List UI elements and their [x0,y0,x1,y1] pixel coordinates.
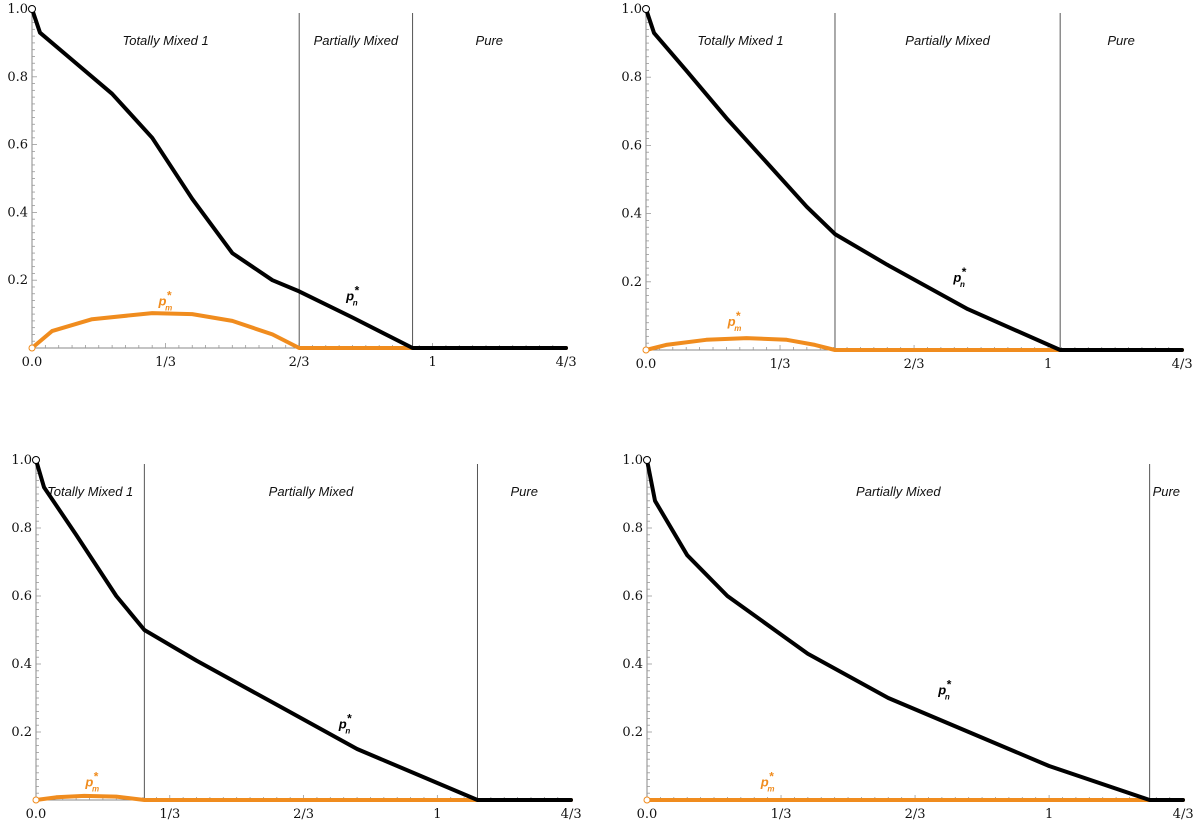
x-tick-label: 1 [428,355,436,370]
x-tick-label: 1/3 [771,807,792,822]
x-tick-label: 0.0 [26,807,47,822]
series-label: p* m [84,769,99,793]
series-label: p* m [727,309,742,333]
x-tick-label: 4/3 [561,807,582,822]
open-endpoint-marker [642,346,650,354]
chart-panel-1: 1.0 0.8 0.6 0.4 0.2 0.0 1/3 2/3 1 4/3 Totally Mixe… [7,2,576,370]
x-tick-label: 1/3 [155,355,176,370]
y-tick-label: 0.8 [11,521,32,536]
open-endpoint-marker [643,796,651,804]
series-line-pn [644,7,1184,352]
open-endpoint-marker [32,456,40,464]
y-tick-label: 0.8 [7,70,28,85]
y-tick-label: 1.0 [622,453,643,468]
y-tick-label: 0.2 [621,275,642,290]
x-tick-label: 2/3 [289,355,310,370]
y-tick-label: 0.6 [622,589,643,604]
open-endpoint-marker [28,344,36,352]
region-label: Totally Mixed 1 [47,484,133,499]
series-line-pm [644,336,1184,352]
series-label: p* n [937,678,952,702]
open-endpoint-marker [643,456,651,464]
y-tick-label: 0.4 [7,205,28,220]
region-label: Pure [1107,33,1134,48]
series-line-pm [30,311,568,350]
x-tick-label: 2/3 [904,357,925,372]
chart-panel-3: 1.0 0.8 0.6 0.4 0.2 0.0 1/3 2/3 1 4/3 Totally Mixe… [11,453,581,822]
region-label: Partially Mixed [856,484,941,499]
open-endpoint-marker [28,5,36,13]
x-tick-label: 1/3 [159,807,180,822]
series-line-pn [645,458,1185,802]
x-tick-label: 0.0 [637,807,658,822]
y-tick-label: 0.6 [621,138,642,153]
chart-panel-2: 1.0 0.8 0.6 0.4 0.2 0.0 1/3 2/3 1 4/3 Totally Mixe… [621,2,1192,372]
region-label: Pure [476,33,503,48]
x-tick-label: 4/3 [1173,807,1194,822]
x-tick-label: 0.0 [636,357,657,372]
series-line-pn [30,7,568,350]
y-tick-label: 0.8 [622,521,643,536]
open-endpoint-marker [642,5,650,13]
y-tick-label: 0.6 [7,138,28,153]
y-tick-label: 0.2 [7,273,28,288]
region-label: Partially Mixed [314,33,399,48]
open-endpoint-marker [32,796,40,804]
series-label: p* m [158,289,173,313]
y-tick-label: 0.2 [11,725,32,740]
x-tick-label: 1 [1044,357,1052,372]
series-label: p* n [952,265,967,289]
region-label: Pure [1153,484,1180,499]
series-label: p* m [760,769,775,793]
x-tick-label: 2/3 [905,807,926,822]
region-label: Totally Mixed 1 [697,33,783,48]
region-label: Pure [511,484,538,499]
x-tick-label: 4/3 [556,355,577,370]
y-tick-label: 0.4 [621,207,642,222]
y-tick-label: 0.2 [622,725,643,740]
x-tick-label: 4/3 [1172,357,1193,372]
y-tick-label: 0.4 [11,657,32,672]
y-tick-label: 0.6 [11,589,32,604]
x-tick-label: 1 [1045,807,1053,822]
region-label: Partially Mixed [905,33,990,48]
y-tick-label: 1.0 [621,2,642,17]
y-tick-label: 0.8 [621,70,642,85]
x-tick-label: 0.0 [22,355,43,370]
x-tick-label: 1/3 [770,357,791,372]
region-label: Partially Mixed [269,484,354,499]
series-line-pm [34,793,573,802]
chart-panel-4: 1.0 0.8 0.6 0.4 0.2 0.0 1/3 2/3 1 4/3 Partially Mi… [622,453,1193,822]
series-line-pn [34,458,573,802]
y-tick-label: 1.0 [7,2,28,17]
y-tick-label: 0.4 [622,657,643,672]
x-tick-label: 2/3 [293,807,314,822]
series-label: p* n [345,284,360,308]
x-tick-label: 1 [433,807,441,822]
y-tick-label: 1.0 [11,453,32,468]
region-label: Totally Mixed 1 [122,33,208,48]
series-label: p* n [338,712,353,736]
